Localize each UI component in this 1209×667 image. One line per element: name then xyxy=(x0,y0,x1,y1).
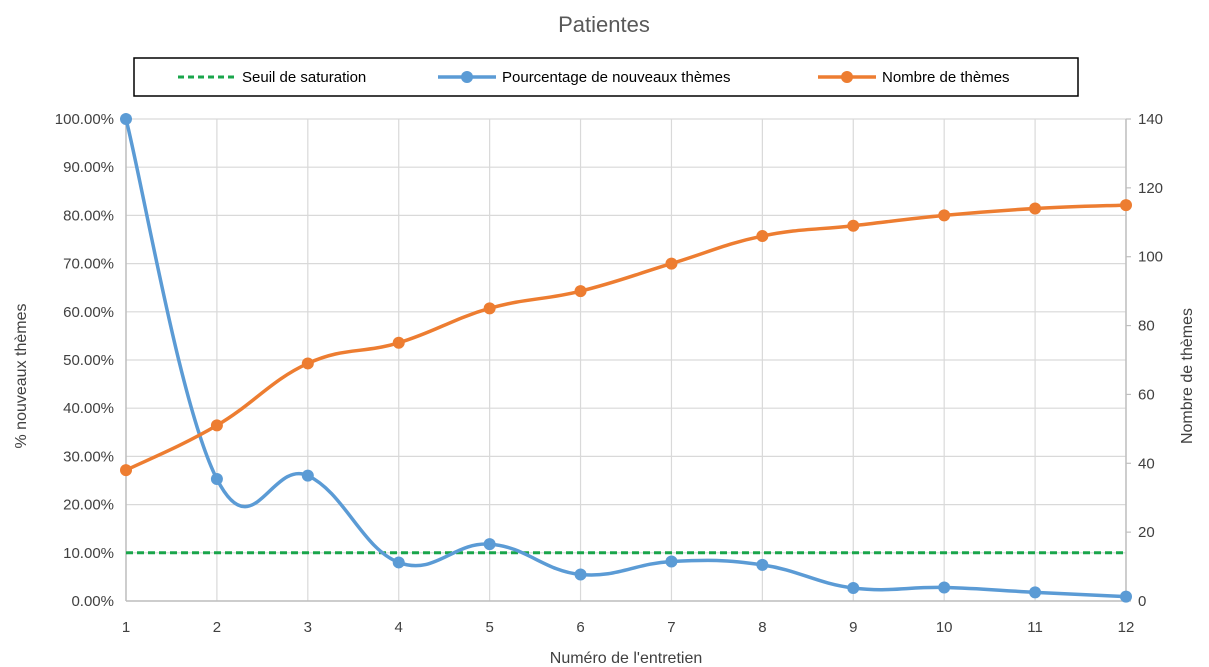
y-left-tick-label: 10.00% xyxy=(63,545,114,562)
y-left-tick-label: 80.00% xyxy=(63,207,114,224)
y-right-tick-label: 120 xyxy=(1138,180,1163,197)
data-point xyxy=(938,581,951,594)
y-right-tick-label: 20 xyxy=(1138,524,1155,541)
y-left-tick-label: 90.00% xyxy=(63,159,114,176)
data-point xyxy=(392,556,405,569)
legend-label-count: Nombre de thèmes xyxy=(882,69,1010,86)
x-tick-label: 1 xyxy=(122,619,130,636)
y-right-tick-label: 140 xyxy=(1138,111,1163,128)
data-point xyxy=(301,469,314,482)
data-point xyxy=(574,568,587,581)
data-point xyxy=(483,538,496,551)
series xyxy=(120,113,1132,603)
y-right-tick-labels: 0 20 40 60 80 100 120 140 xyxy=(1126,111,1163,610)
data-point xyxy=(392,336,405,349)
y-right-tick-label: 80 xyxy=(1138,318,1155,335)
data-point xyxy=(210,419,223,432)
legend-marker-count xyxy=(841,71,853,83)
y-right-tick-label: 100 xyxy=(1138,249,1163,266)
data-point xyxy=(301,357,314,370)
y-left-tick-label: 20.00% xyxy=(63,497,114,514)
y-right-tick-label: 40 xyxy=(1138,455,1155,472)
data-point xyxy=(483,302,496,315)
y-left-tick-label: 40.00% xyxy=(63,400,114,417)
data-point xyxy=(665,555,678,568)
data-point xyxy=(574,285,587,298)
legend-box xyxy=(133,57,1079,97)
series-1 xyxy=(120,113,1132,603)
data-point xyxy=(847,581,860,594)
data-point xyxy=(756,558,769,571)
y-left-tick-label: 70.00% xyxy=(63,256,114,273)
y-left-tick-label: 50.00% xyxy=(63,352,114,369)
x-tick-label: 5 xyxy=(485,619,493,636)
data-point xyxy=(665,257,678,270)
data-point xyxy=(756,230,769,243)
data-point xyxy=(1029,586,1042,599)
x-tick-label: 7 xyxy=(667,619,675,636)
y-right-axis-label: Nombre de thèmes xyxy=(1179,308,1196,444)
data-point xyxy=(1120,199,1132,212)
data-point xyxy=(120,464,132,477)
legend-label-threshold: Seuil de saturation xyxy=(242,69,366,86)
y-left-tick-label: 60.00% xyxy=(63,304,114,321)
data-point xyxy=(1029,202,1042,215)
data-point xyxy=(210,473,223,486)
series-line xyxy=(124,118,1127,599)
series-2 xyxy=(120,199,1132,477)
legend-label-percent: Pourcentage de nouveaux thèmes xyxy=(502,69,731,86)
y-left-tick-labels: 0.00% 10.00% 20.00% 30.00% 40.00% 50.00% 60.00… xyxy=(55,111,114,610)
y-right-tick-label: 0 xyxy=(1138,593,1146,610)
y-left-tick-label: 100.00% xyxy=(55,111,114,128)
data-point xyxy=(120,113,132,125)
y-left-tick-label: 30.00% xyxy=(63,448,114,465)
x-axis-label: Numéro de l'entretien xyxy=(550,650,702,667)
series-line xyxy=(125,203,1127,472)
x-tick-label: 4 xyxy=(395,619,403,636)
x-tick-label: 2 xyxy=(213,619,221,636)
x-tick-labels: 1 2 3 4 5 6 7 8 9 10 11 12 xyxy=(122,619,1135,636)
x-tick-label: 9 xyxy=(849,619,857,636)
legend: Seuil de saturation Pourcentage de nouve… xyxy=(133,57,1079,97)
x-tick-label: 10 xyxy=(936,619,953,636)
y-right-tick-label: 60 xyxy=(1138,386,1155,403)
x-tick-label: 11 xyxy=(1027,619,1043,636)
chart-title: Patientes xyxy=(558,12,650,37)
data-point xyxy=(847,219,860,232)
data-point xyxy=(938,209,951,222)
x-tick-label: 8 xyxy=(758,619,766,636)
x-tick-label: 6 xyxy=(576,619,584,636)
y-left-tick-label: 0.00% xyxy=(71,593,114,610)
legend-marker-percent xyxy=(461,71,473,83)
gridlines xyxy=(125,118,1127,602)
x-tick-label: 3 xyxy=(304,619,312,636)
data-point xyxy=(1120,590,1132,603)
y-left-axis-label: % nouveaux thèmes xyxy=(13,304,30,449)
x-tick-label: 12 xyxy=(1118,619,1135,636)
